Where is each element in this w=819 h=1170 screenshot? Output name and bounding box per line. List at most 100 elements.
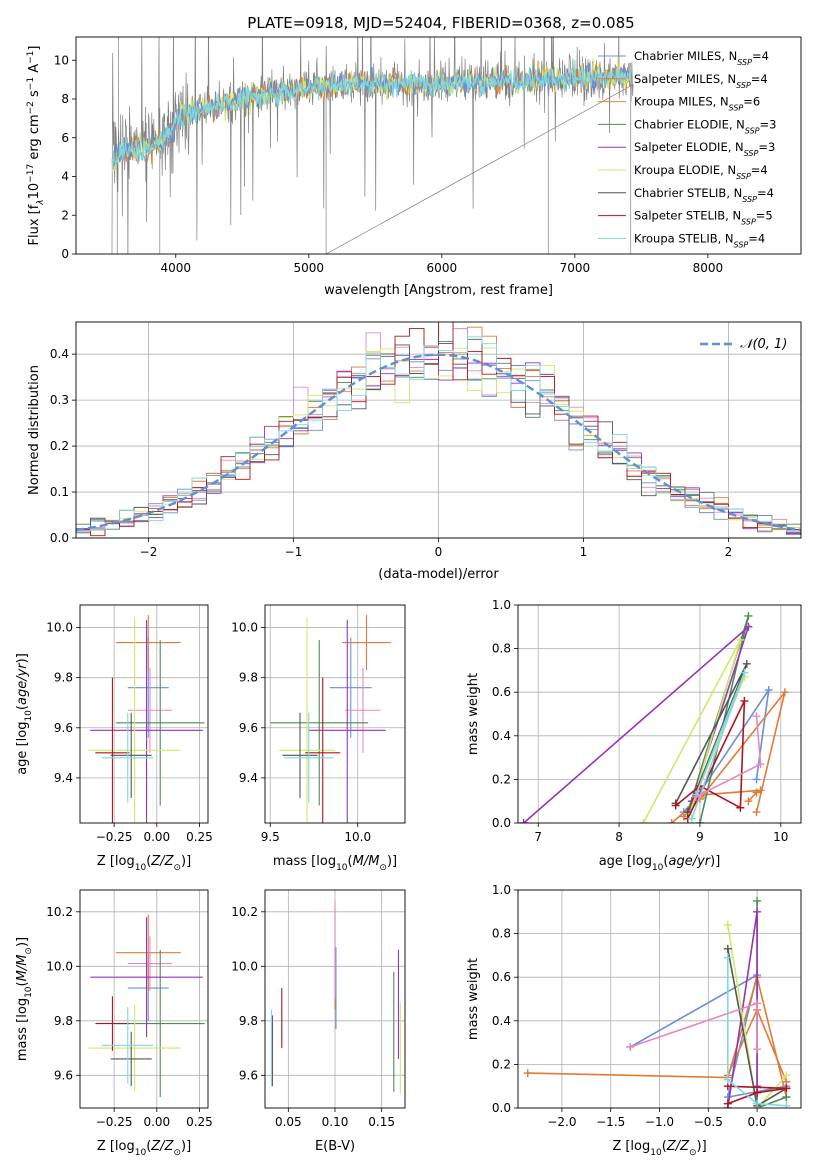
label-part: Z [log — [612, 1139, 650, 1154]
y-tick-label: 0.0 — [492, 816, 511, 830]
x-tick-label: 8000 — [693, 261, 724, 275]
weight-point-marker — [782, 1093, 790, 1101]
weight-point-marker — [744, 612, 752, 620]
legend-text: Chabrier ELODIE, N — [634, 117, 745, 131]
label-part: 10 — [135, 863, 147, 873]
x-tick-label: −1 — [285, 545, 303, 559]
legend-sub: SSP — [736, 172, 751, 181]
legend-label: Kroupa ELODIE, NSSP=4 — [634, 163, 768, 181]
x-tick-label: 5000 — [294, 261, 325, 275]
weight-point-marker — [753, 999, 761, 1007]
legend-label: Kroupa MILES, NSSP=6 — [634, 95, 760, 113]
legend-text: Salpeter MILES, N — [634, 72, 736, 86]
ylabel-part: A — [27, 64, 42, 77]
x-tick-label: 0.10 — [322, 1115, 349, 1129]
label-part: )] — [697, 1139, 707, 1154]
legend-tail: =6 — [743, 95, 760, 109]
label-part: age [log — [599, 854, 652, 869]
legend-label: Chabrier MILES, NSSP=4 — [634, 49, 769, 67]
y-tick-label: 0.6 — [492, 970, 511, 984]
y-tick-label: 6 — [61, 131, 69, 145]
legend-text: Salpeter STELIB, N — [634, 209, 741, 223]
y-tick-label: 2 — [61, 208, 69, 222]
label-part: mass [log — [15, 998, 30, 1061]
x-tick-label: −1.5 — [596, 1115, 625, 1129]
mass-vs-ebv-xlabel: E(B-V) — [315, 1139, 355, 1154]
y-tick-label: 9.8 — [239, 1014, 258, 1028]
label-part: mass [log — [273, 854, 336, 869]
x-tick-label: −2.0 — [547, 1115, 576, 1129]
legend-text: Salpeter ELODIE, N — [634, 140, 744, 154]
y-tick-label: 0.1 — [50, 485, 69, 499]
legend-tail: =4 — [751, 72, 768, 86]
x-tick-label: 8 — [615, 830, 623, 844]
y-tick-label: 0.0 — [492, 1101, 511, 1115]
legend-text: Chabrier STELIB, N — [634, 186, 742, 200]
legend-sub: SSP — [737, 58, 752, 67]
mass-vs-ebv-axes: 0.05 0.10 0.159.69.810.010.2 — [231, 890, 405, 1129]
label-part: M/M — [15, 955, 30, 982]
weight-vs-Z-xlabel: Z [log10(Z/Z⊙)] — [612, 1139, 706, 1158]
residuals-xlabel: (data-model)/error — [378, 567, 499, 582]
age-vs-Z-ylabel: age [log10(age/yr)] — [15, 653, 34, 775]
legend-text: Kroupa STELIB, N — [634, 231, 734, 245]
legend-label: Salpeter ELODIE, NSSP=3 — [634, 140, 775, 158]
spectrum-ylabel: Flux [fλ10−17 erg cm−2 s−1 A−1] — [26, 46, 46, 246]
y-tick-label: 0.8 — [492, 927, 511, 941]
label-part: )] — [710, 854, 720, 869]
y-tick-label: 9.4 — [54, 771, 73, 785]
legend-text: Chabrier MILES, N — [634, 49, 737, 63]
weight-point-marker — [626, 1043, 634, 1051]
label-part: )] — [387, 854, 397, 869]
legend-label: Salpeter MILES, NSSP=4 — [634, 72, 768, 90]
x-tick-label: 7000 — [560, 261, 591, 275]
y-tick-label: 0.4 — [492, 729, 511, 743]
legend-tail: =4 — [757, 186, 774, 200]
weight-vs-age-xlabel: age [log10(age/yr)] — [599, 854, 721, 873]
weight-point-marker — [753, 1045, 761, 1053]
y-tick-label: 10.0 — [231, 959, 258, 973]
y-tick-label: 9.8 — [239, 671, 258, 685]
ylabel-part: erg cm — [27, 114, 42, 163]
weight-point-marker — [524, 1069, 532, 1077]
legend-tail: =4 — [751, 163, 768, 177]
weight-point-marker — [736, 804, 744, 812]
legend-sub: SSP — [734, 240, 749, 249]
age-vs-mass-axes: 9.5 10.0 9.4 9.6 9.8 10.0 — [231, 605, 405, 844]
legend-sub: SSP — [745, 126, 760, 135]
age-vs-Z-xlabel: Z [log10(Z/Z⊙)] — [97, 854, 191, 873]
label-part: 10 — [24, 986, 34, 998]
legend-tail: =5 — [756, 209, 773, 223]
label-part: 10 — [135, 1148, 147, 1158]
label-part: 10 — [336, 863, 348, 873]
y-tick-label: 10.0 — [46, 621, 73, 635]
label-part: Z/Z — [150, 854, 174, 869]
legend-sub: SSP — [741, 217, 756, 226]
legend-tail: =4 — [752, 49, 769, 63]
weight-point-marker — [753, 897, 761, 905]
spectrum-data-line — [112, 0, 633, 274]
weight-point-marker — [740, 697, 748, 705]
y-tick-label: 10.2 — [46, 905, 73, 919]
y-tick-label: 0.0 — [50, 531, 69, 545]
label-part: 10 — [652, 863, 664, 873]
label-part: )] — [181, 854, 191, 869]
age-vs-Z-frame — [80, 605, 208, 823]
y-tick-label: 9.6 — [54, 721, 73, 735]
legend-label: Salpeter STELIB, NSSP=5 — [634, 209, 773, 227]
x-tick-label: 6000 — [427, 261, 458, 275]
y-tick-label: 0 — [61, 247, 69, 261]
x-tick-label: 7 — [534, 830, 542, 844]
legend-sub: SSP — [742, 194, 757, 203]
legend-sub: SSP — [744, 149, 759, 158]
legend-text: Kroupa ELODIE, N — [634, 163, 736, 177]
label-part: ⊙ — [379, 863, 387, 873]
y-tick-label: 0.2 — [492, 772, 511, 786]
residuals-axes: −2 −1 0 1 20.00.10.20.30.4 — [50, 322, 801, 559]
weight-point-marker — [724, 1100, 732, 1108]
label-part: )] — [15, 937, 30, 947]
y-tick-label: 4 — [61, 170, 69, 184]
x-tick-label: 0 — [435, 545, 443, 559]
label-part: 10 — [24, 710, 34, 722]
